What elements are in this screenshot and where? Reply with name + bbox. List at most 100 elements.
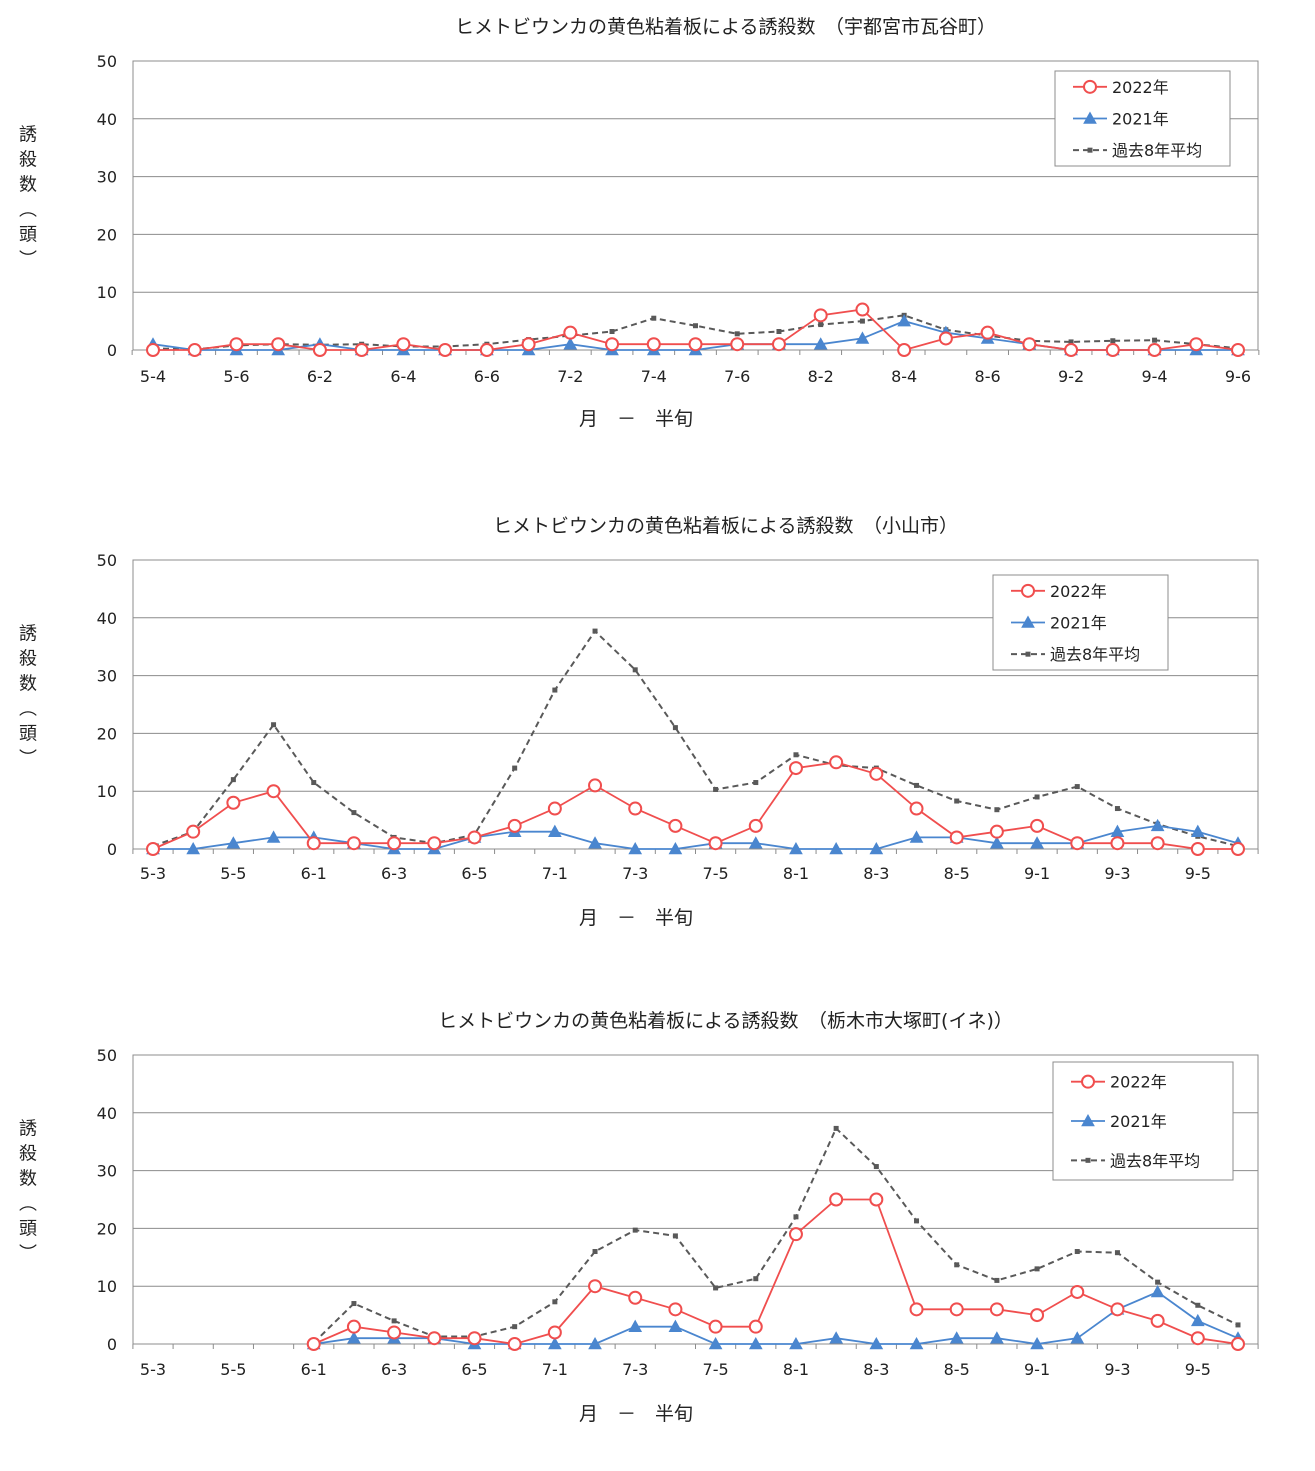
x-tick-label: 5-6 xyxy=(223,367,249,386)
data-point-marker xyxy=(1235,1322,1241,1328)
data-point-marker xyxy=(776,329,782,335)
data-point-marker xyxy=(668,1319,683,1332)
data-point-marker xyxy=(507,1337,522,1351)
data-point-marker xyxy=(949,1331,964,1344)
data-point-marker xyxy=(1064,343,1079,357)
y-tick-label: 0 xyxy=(107,840,117,859)
x-tick-label: 8-3 xyxy=(863,864,889,883)
legend-label: 2022年 xyxy=(1112,78,1169,97)
x-tick-label: 5-3 xyxy=(140,864,166,883)
y-axis-label-char: ︶ xyxy=(19,749,37,770)
data-point-marker xyxy=(552,1299,558,1305)
data-point-marker xyxy=(312,343,327,357)
data-point-marker xyxy=(793,1214,799,1220)
legend-label: 2022年 xyxy=(1110,1073,1167,1092)
data-point-marker xyxy=(748,836,763,849)
y-tick-label: 50 xyxy=(97,551,117,570)
data-point-marker xyxy=(391,1318,397,1324)
y-axis-label-char: ︵ xyxy=(19,699,37,720)
y-tick-label: 50 xyxy=(97,52,117,71)
x-tick-label: 9-5 xyxy=(1185,864,1211,883)
data-point-marker xyxy=(990,836,1004,849)
data-point-marker xyxy=(753,1276,759,1282)
data-point-marker xyxy=(1085,1157,1091,1163)
data-point-marker xyxy=(1110,1302,1125,1317)
series-line xyxy=(153,824,1239,850)
x-tick-label: 8-1 xyxy=(783,864,809,883)
data-point-marker xyxy=(994,807,1000,813)
data-point-marker xyxy=(1070,1331,1085,1344)
data-point-marker xyxy=(1021,583,1035,598)
data-point-marker xyxy=(980,325,995,340)
y-tick-label: 0 xyxy=(107,1335,117,1354)
data-point-marker xyxy=(346,1319,361,1334)
y-tick-label: 30 xyxy=(97,168,117,187)
data-point-marker xyxy=(909,801,924,816)
x-tick-label: 6-3 xyxy=(381,1360,407,1379)
data-point-marker xyxy=(829,1331,843,1344)
data-point-marker xyxy=(592,1249,598,1255)
data-point-marker xyxy=(713,786,719,792)
x-tick-label: 5-5 xyxy=(220,1360,246,1379)
data-point-marker xyxy=(688,337,703,352)
data-point-marker xyxy=(789,841,803,855)
data-point-marker xyxy=(605,337,620,352)
data-point-marker xyxy=(547,801,562,816)
chart-panel-oyama: ヒメトビウンカの黄色粘着板による誘殺数 （小山市） 0 10 20 30 40 50 5-3 5… xyxy=(0,498,1315,977)
data-point-marker xyxy=(833,1125,839,1131)
data-point-marker xyxy=(829,841,843,855)
data-point-marker xyxy=(387,836,402,851)
data-point-marker xyxy=(869,766,884,781)
x-tick-label: 9-2 xyxy=(1058,367,1084,386)
data-point-marker xyxy=(1190,1331,1205,1346)
x-tick-label: 6-6 xyxy=(474,367,500,386)
data-point-marker xyxy=(1021,615,1035,628)
data-point-marker xyxy=(1150,818,1165,832)
data-point-marker xyxy=(989,1302,1004,1317)
data-point-marker xyxy=(954,1262,960,1268)
data-point-marker xyxy=(347,1331,361,1344)
x-tick-label: 8-5 xyxy=(944,864,970,883)
data-point-marker xyxy=(146,343,160,357)
data-point-marker xyxy=(813,308,828,323)
x-tick-label: 8-4 xyxy=(891,367,917,386)
data-point-marker xyxy=(588,1336,602,1350)
y-tick-label: 10 xyxy=(97,283,117,302)
x-tick-label: 7-6 xyxy=(724,367,750,386)
y-axis-label-char: 頭 xyxy=(19,724,37,745)
data-point-marker xyxy=(230,777,236,783)
data-point-marker xyxy=(789,1336,803,1350)
y-axis-label-char: ︵ xyxy=(19,1194,37,1215)
data-point-marker xyxy=(994,1277,1000,1283)
data-point-marker xyxy=(346,836,361,851)
data-point-marker xyxy=(229,337,244,352)
data-point-marker xyxy=(1190,842,1205,856)
data-point-marker xyxy=(1195,1302,1201,1308)
data-point-marker xyxy=(1105,343,1120,357)
data-point-marker xyxy=(628,841,643,855)
data-point-marker xyxy=(813,337,828,350)
data-point-marker xyxy=(990,1331,1004,1344)
data-point-marker xyxy=(1030,1308,1045,1323)
data-point-marker xyxy=(1110,836,1125,851)
data-point-marker xyxy=(909,1302,924,1317)
y-tick-label: 20 xyxy=(97,225,117,244)
x-axis-label: 月 － 半旬 xyxy=(579,907,693,929)
data-point-marker xyxy=(632,667,638,673)
data-point-marker xyxy=(609,329,615,335)
data-point-marker xyxy=(507,818,522,833)
x-tick-label: 8-5 xyxy=(944,1360,970,1379)
x-tick-label: 9-1 xyxy=(1024,1360,1050,1379)
data-point-marker xyxy=(734,331,740,337)
data-point-marker xyxy=(1087,147,1093,153)
data-point-marker xyxy=(869,1336,884,1350)
x-tick-label: 7-2 xyxy=(557,367,583,386)
data-point-marker xyxy=(748,1319,763,1334)
x-tick-label: 9-3 xyxy=(1104,1360,1130,1379)
data-point-marker xyxy=(271,337,286,352)
legend-label: 過去8年平均 xyxy=(1110,1151,1200,1170)
data-point-marker xyxy=(187,343,202,357)
data-point-marker xyxy=(467,830,482,845)
data-point-marker xyxy=(521,337,536,352)
data-point-marker xyxy=(954,798,960,804)
